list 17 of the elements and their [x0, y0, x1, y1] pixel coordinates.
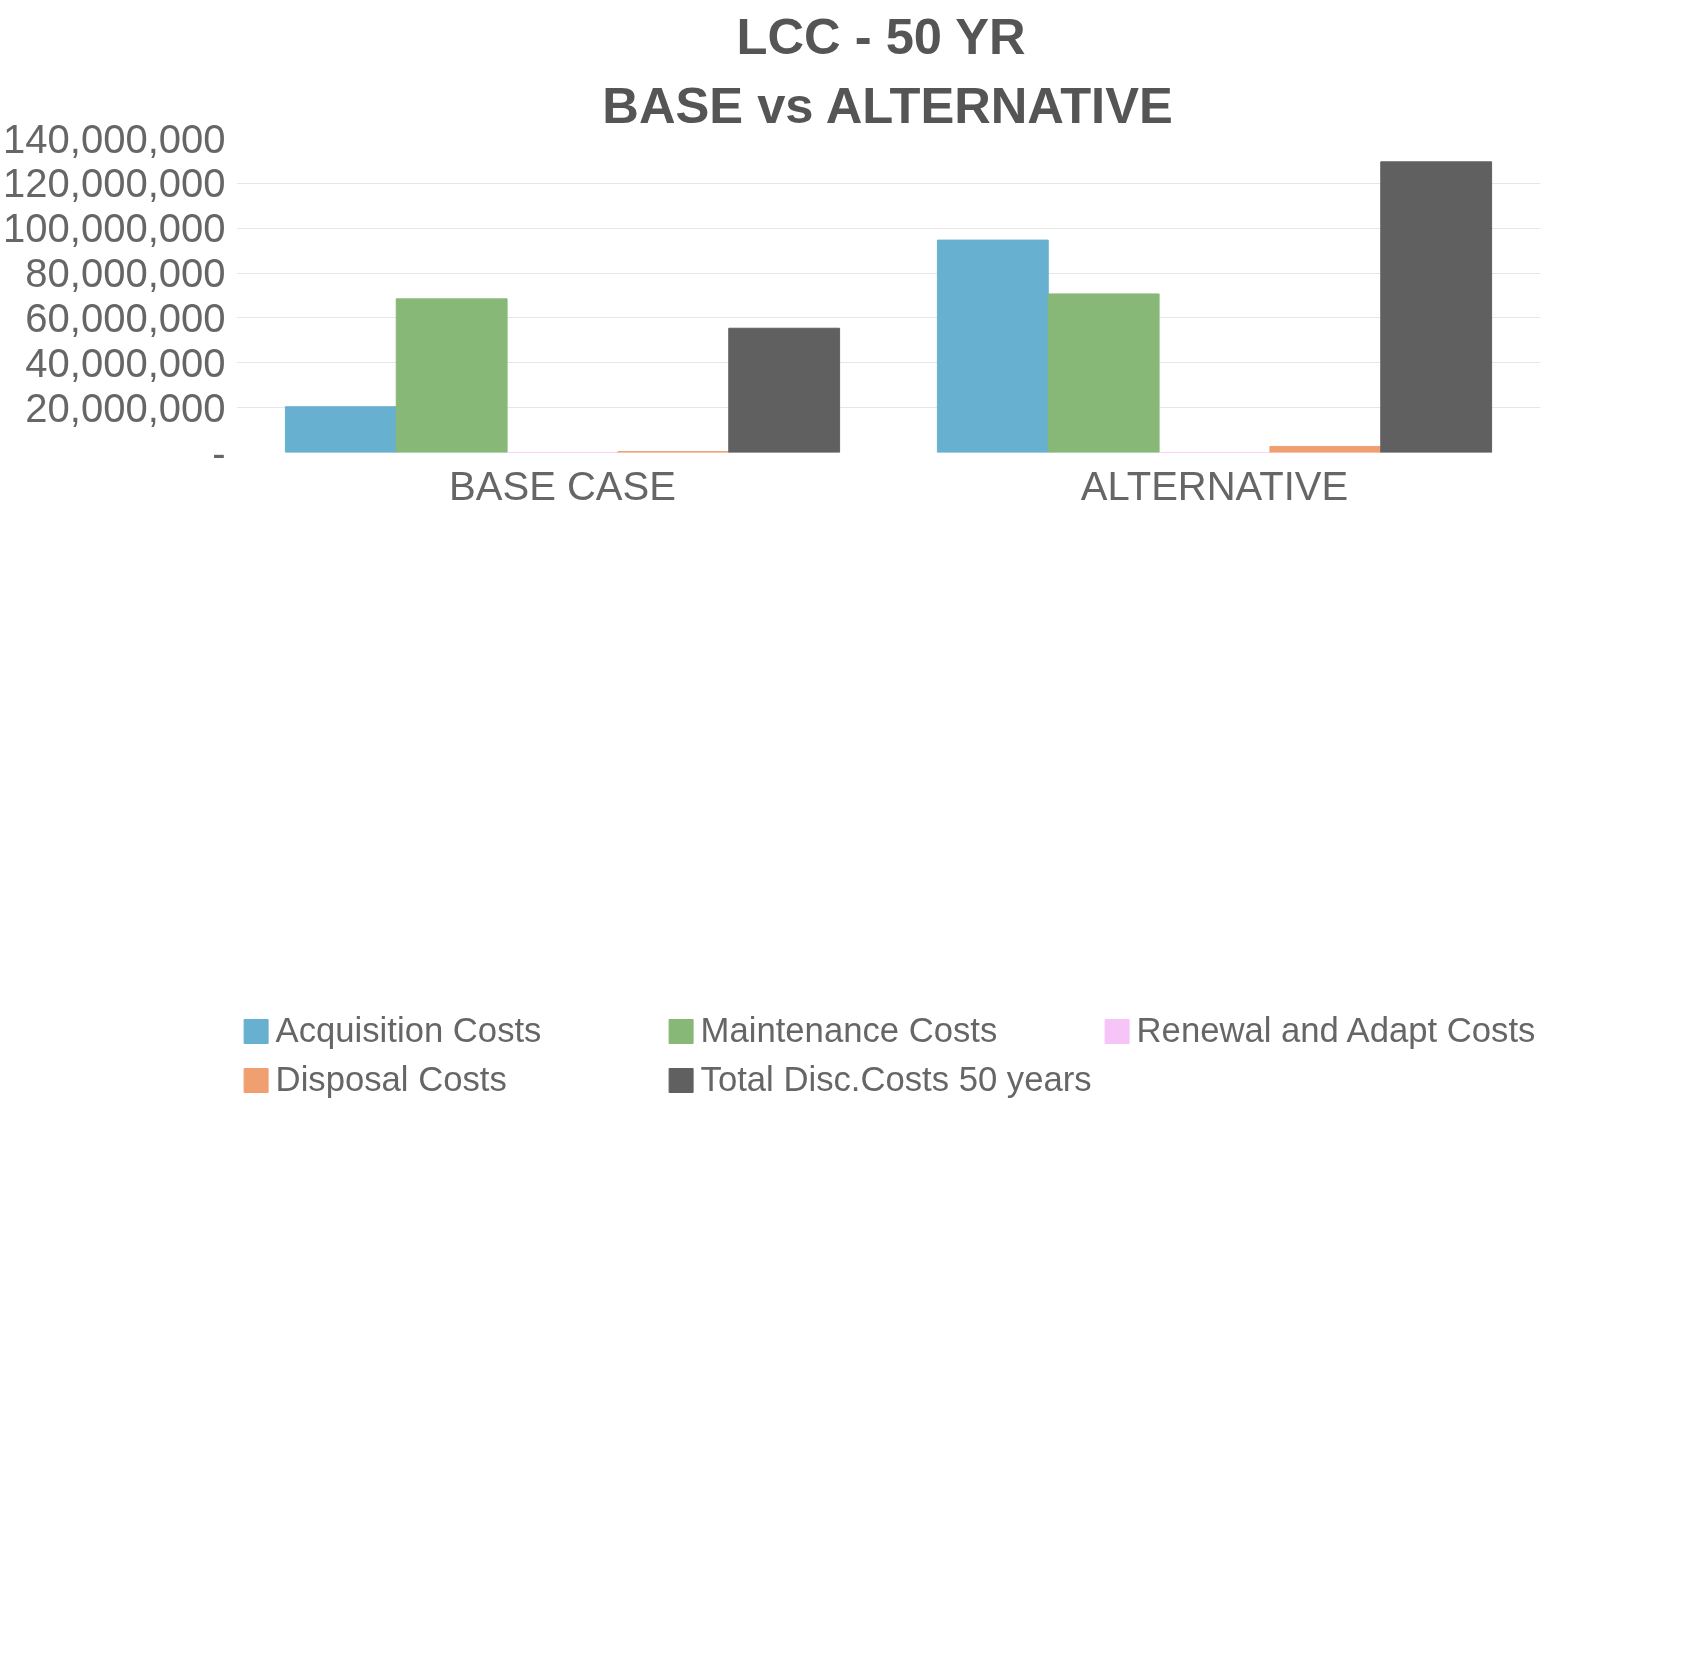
- chart-subtitle: BASE vs ALTERNATIVE: [602, 76, 1173, 134]
- x-tick-label: ALTERNATIVE: [1080, 463, 1349, 508]
- y-tick-label: 100,000,000: [3, 206, 226, 251]
- legend-label: Acquisition Costs: [275, 1011, 543, 1050]
- y-tick-label: -: [212, 430, 226, 475]
- chart-title: LCC - 50 YR: [736, 7, 1026, 65]
- legend-label: Maintenance Costs: [700, 1011, 999, 1050]
- y-tick-label: 140,000,000: [3, 116, 226, 161]
- legend-label: Disposal Costs: [275, 1060, 508, 1099]
- y-tick-label: 80,000,000: [25, 251, 226, 296]
- legend-label: Renewal and Adapt Costs: [1136, 1011, 1536, 1050]
- y-tick-label: 120,000,000: [3, 161, 226, 206]
- y-tick-label: 20,000,000: [25, 385, 226, 430]
- x-tick-label: BASE CASE: [449, 463, 676, 508]
- y-tick-label: 60,000,000: [25, 295, 226, 340]
- y-tick-label: 40,000,000: [25, 340, 226, 385]
- legend-label: Total Disc.Costs 50 years: [700, 1060, 1092, 1099]
